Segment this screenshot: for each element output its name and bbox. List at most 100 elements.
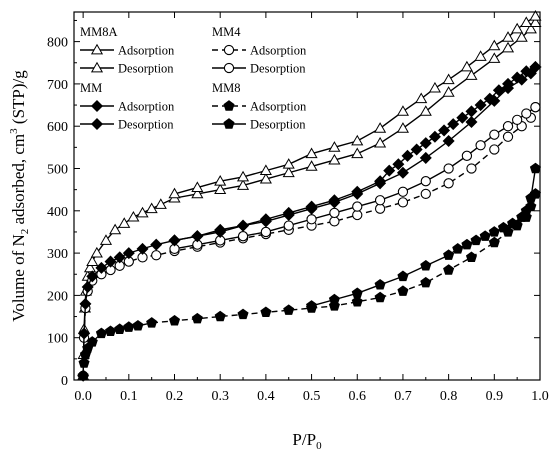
data-point xyxy=(397,270,409,282)
data-point xyxy=(515,31,528,42)
data-point xyxy=(136,206,149,218)
data-point xyxy=(397,197,409,208)
data-point xyxy=(118,217,131,228)
data-point xyxy=(492,84,505,97)
data-point xyxy=(86,336,98,347)
data-point xyxy=(443,178,454,189)
data-point xyxy=(237,231,249,242)
data-point xyxy=(419,105,432,116)
data-point xyxy=(259,213,272,226)
data-point xyxy=(442,73,455,85)
data-point xyxy=(328,153,341,165)
data-point xyxy=(524,22,537,34)
data-point xyxy=(443,249,455,260)
data-point xyxy=(214,225,227,238)
legend-label: Adsorption xyxy=(250,100,307,114)
data-point xyxy=(396,122,410,133)
data-point xyxy=(78,357,90,368)
data-point xyxy=(420,276,432,288)
data-point xyxy=(351,295,363,307)
data-point xyxy=(237,308,249,320)
legend-label: Adsorption xyxy=(118,100,175,114)
x-tick-label: 0.8 xyxy=(440,389,458,404)
x-tick-label: 0.6 xyxy=(349,389,367,404)
data-point xyxy=(374,175,387,188)
data-point xyxy=(483,92,496,105)
x-tick-label: 0.3 xyxy=(211,389,229,404)
data-point xyxy=(529,10,542,21)
data-point xyxy=(443,264,455,275)
x-tick-label: 0.0 xyxy=(74,389,92,404)
data-point xyxy=(465,105,478,118)
data-point xyxy=(397,285,409,296)
data-point xyxy=(530,102,541,113)
data-point xyxy=(438,124,451,137)
data-point xyxy=(86,255,99,266)
data-point xyxy=(507,217,519,229)
data-point xyxy=(401,149,414,162)
data-point xyxy=(465,251,478,263)
data-point xyxy=(511,71,524,84)
data-point xyxy=(420,176,431,187)
legend-label: Adsorption xyxy=(250,44,307,58)
data-point xyxy=(191,187,204,199)
data-point xyxy=(502,121,514,132)
data-point xyxy=(461,238,473,250)
plot-clip-group xyxy=(77,10,542,382)
data-point xyxy=(150,238,163,251)
data-point xyxy=(168,187,181,199)
data-point xyxy=(328,293,340,305)
data-point xyxy=(447,118,460,131)
y-tick-label: 500 xyxy=(47,163,68,178)
data-point xyxy=(259,172,272,184)
data-point xyxy=(283,304,295,315)
data-point xyxy=(489,144,500,155)
data-point xyxy=(529,16,542,27)
data-point xyxy=(428,81,441,93)
data-point xyxy=(260,306,272,318)
data-point xyxy=(214,310,226,322)
x-axis: 0.0 0.1 0.2 0.3 0.4 0.5 0.6 0.7 0.8 0.9 1.0 xyxy=(74,12,549,404)
data-point xyxy=(259,164,272,176)
data-point xyxy=(428,130,441,143)
data-point xyxy=(305,147,318,159)
data-point xyxy=(122,247,135,260)
data-point xyxy=(154,198,167,209)
data-point xyxy=(214,183,227,195)
data-point xyxy=(145,202,158,214)
data-point xyxy=(420,259,432,271)
data-point xyxy=(90,246,103,258)
data-point xyxy=(488,52,501,63)
data-point xyxy=(113,251,126,264)
data-point xyxy=(501,31,515,42)
series-mm-desorption xyxy=(168,60,542,247)
data-point xyxy=(191,312,203,324)
series-mm4-desorption xyxy=(169,102,541,255)
data-point xyxy=(86,270,99,283)
legend-label: Desorption xyxy=(118,118,174,132)
data-point xyxy=(456,111,469,124)
data-point xyxy=(474,99,487,112)
series-mm4-adsorption xyxy=(77,102,541,381)
x-tick-label: 0.1 xyxy=(120,389,138,404)
y-tick-label: 700 xyxy=(47,78,68,93)
legend-group-title: MM8 xyxy=(212,81,240,95)
data-point xyxy=(328,141,341,152)
data-point xyxy=(396,105,410,116)
legend-marker xyxy=(223,118,235,129)
data-point xyxy=(351,134,364,146)
data-point xyxy=(479,230,491,241)
data-point xyxy=(415,92,428,104)
data-point xyxy=(351,185,364,198)
y-tick-label: 100 xyxy=(47,332,68,347)
legend-label: Desorption xyxy=(250,118,306,132)
legend-marker xyxy=(90,61,104,73)
data-point xyxy=(383,164,396,177)
legend-label: Adsorption xyxy=(118,44,175,58)
data-point xyxy=(237,219,250,232)
data-point xyxy=(502,77,515,90)
data-point xyxy=(123,321,135,332)
data-point xyxy=(105,325,117,337)
